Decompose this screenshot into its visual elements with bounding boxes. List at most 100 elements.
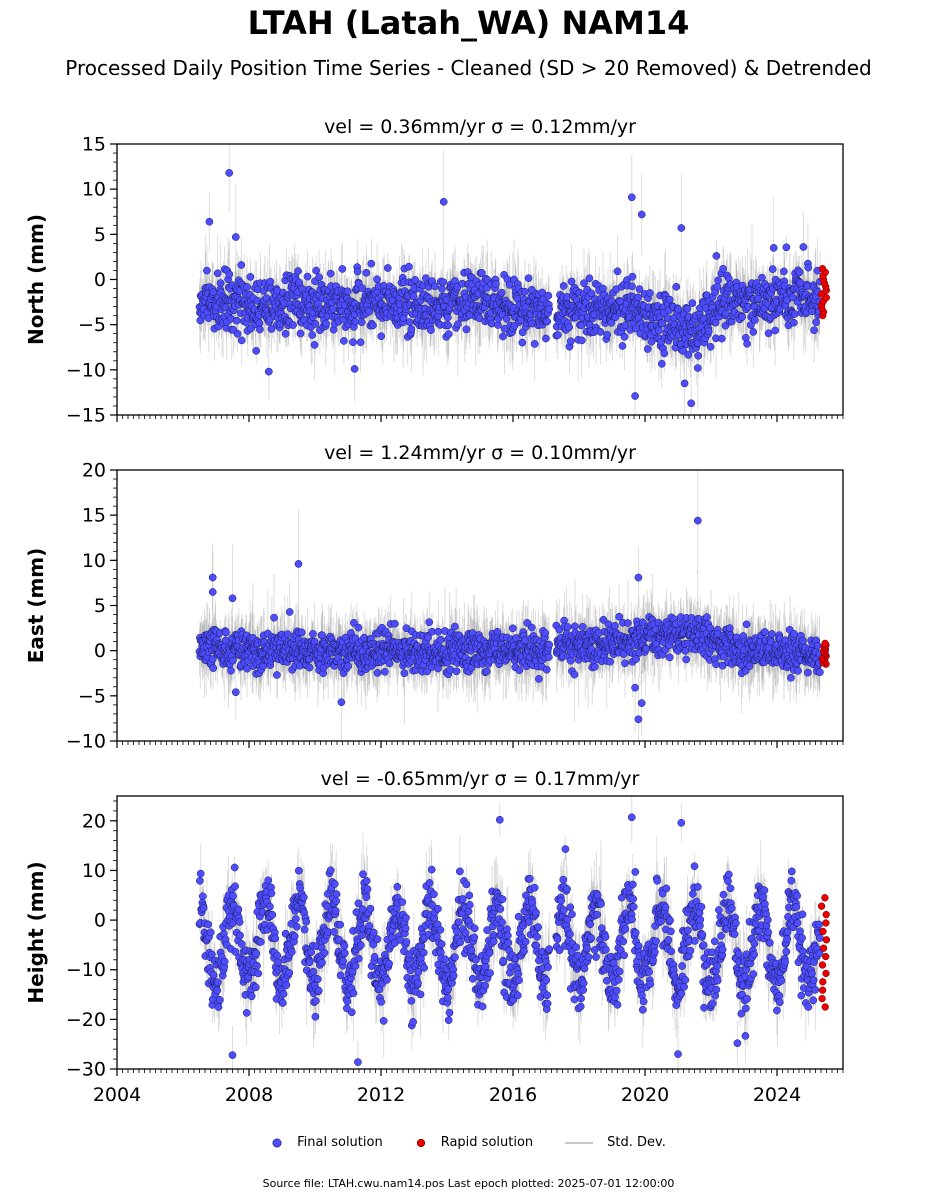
final-solution-point (411, 276, 419, 284)
final-solution-point (712, 252, 721, 260)
final-solution-point (645, 289, 654, 297)
final-solution-point (812, 318, 821, 327)
final-solution-point (746, 321, 755, 329)
final-solution-point (444, 321, 453, 330)
final-solution-point (338, 265, 347, 273)
final-solution-point (704, 327, 713, 336)
final-solution-point (518, 338, 527, 347)
final-solution-point (227, 666, 235, 675)
final-solution-point (233, 329, 242, 338)
final-solution-point (358, 284, 367, 293)
final-solution-point (680, 379, 689, 388)
final-solution-point (554, 331, 562, 339)
final-solution-point (310, 341, 319, 349)
final-solution-point (543, 317, 552, 326)
final-solution-point (687, 399, 696, 408)
final-solution-point (764, 329, 773, 338)
final-solution-point (635, 285, 644, 293)
y-tick-label: −15 (66, 405, 106, 427)
plot-area (195, 470, 830, 741)
final-solution-point (688, 299, 697, 307)
y-tick-label: −5 (78, 314, 106, 336)
final-solution-point (505, 280, 514, 289)
final-solution-point (205, 217, 214, 226)
final-solution-point (706, 342, 715, 351)
final-solution-point (693, 364, 702, 372)
final-solution-point (655, 326, 663, 335)
final-solution-point (620, 332, 629, 341)
final-solution-point (566, 337, 575, 346)
final-solution-point (326, 269, 335, 278)
final-solution-point (758, 273, 766, 282)
y-tick-label: 0 (94, 269, 106, 291)
final-solution-point (684, 351, 693, 359)
final-solution-point (367, 259, 376, 268)
final-solution-point (607, 318, 616, 327)
final-solution-point (246, 273, 255, 281)
final-solution-point (672, 282, 681, 291)
final-solution-point (520, 287, 529, 296)
final-solution-point (243, 283, 251, 291)
final-solution-point (285, 608, 294, 616)
final-solution-point (405, 262, 413, 271)
final-solution-point (677, 224, 686, 232)
final-solution-point (796, 279, 805, 287)
final-solution-point (674, 305, 683, 314)
final-solution-point (804, 263, 813, 272)
final-solution-point (409, 292, 418, 301)
final-solution-point (596, 328, 605, 336)
final-solution-point (618, 342, 627, 350)
final-solution-point (585, 274, 594, 283)
final-solution-point (231, 233, 240, 241)
final-solution-point (751, 316, 759, 324)
final-solution-point (305, 663, 314, 672)
final-solution-points (195, 169, 824, 408)
final-solution-point (208, 655, 217, 663)
final-solution-point (790, 310, 799, 318)
north-panel: −15 −10 −5 0 5 10 15 vel = 0.36mm/yr σ = 0.12mm… (24, 116, 844, 427)
final-solution-point (714, 276, 722, 285)
final-solution-point (660, 349, 669, 358)
final-solution-point (789, 318, 798, 327)
final-solution-point (357, 318, 366, 327)
final-solution-point (799, 243, 808, 251)
final-solution-point (297, 628, 306, 637)
std-dev-bars (199, 470, 821, 741)
final-solution-point (340, 337, 348, 345)
final-solution-point (373, 275, 381, 284)
final-solution-point (631, 392, 639, 400)
final-solution-point (439, 278, 448, 286)
final-solution-point (405, 318, 414, 327)
y-tick-label: 15 (82, 134, 106, 156)
plot-area (195, 144, 830, 415)
final-solution-point (229, 656, 237, 665)
final-solution-point (296, 329, 305, 338)
final-solution-point (565, 323, 573, 332)
final-solution-point (303, 272, 312, 281)
final-solution-point (209, 664, 218, 672)
final-solution-point (222, 628, 230, 637)
final-solution-point (743, 339, 751, 348)
final-solution-point (209, 288, 218, 297)
final-solution-point (643, 345, 652, 353)
final-solution-point (559, 282, 568, 290)
final-solution-point (462, 325, 471, 334)
final-solution-point (369, 321, 377, 330)
rapid-solution-point (818, 265, 827, 273)
final-solution-point (621, 321, 630, 330)
final-solution-point (810, 326, 818, 335)
final-solution-point (658, 319, 667, 328)
final-solution-point (225, 270, 234, 279)
final-solution-point (587, 289, 596, 298)
final-solution-point (309, 630, 317, 638)
final-solution-point (256, 325, 264, 334)
final-solution-point (273, 671, 281, 679)
final-solution-point (353, 267, 362, 276)
final-solution-point (782, 243, 791, 252)
rapid-solution-points (817, 265, 830, 320)
y-axis-label: North (mm) (24, 214, 48, 345)
final-solution-point (237, 261, 246, 269)
final-solution-point (749, 328, 758, 336)
final-solution-point (362, 268, 371, 277)
final-solution-point (443, 313, 452, 322)
